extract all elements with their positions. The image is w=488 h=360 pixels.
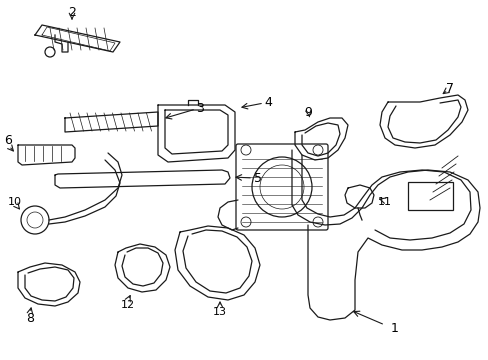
Text: 4: 4 — [264, 95, 271, 108]
Text: 1: 1 — [390, 321, 398, 334]
Text: 8: 8 — [26, 311, 34, 324]
Text: 10: 10 — [8, 197, 22, 207]
Text: 2: 2 — [68, 5, 76, 18]
Text: 11: 11 — [377, 197, 391, 207]
Text: 9: 9 — [304, 105, 311, 118]
Text: 6: 6 — [4, 134, 12, 147]
Text: 3: 3 — [196, 102, 203, 114]
Text: 5: 5 — [253, 171, 262, 185]
Text: 7: 7 — [445, 81, 453, 95]
Text: 12: 12 — [121, 300, 135, 310]
Text: 13: 13 — [213, 307, 226, 317]
